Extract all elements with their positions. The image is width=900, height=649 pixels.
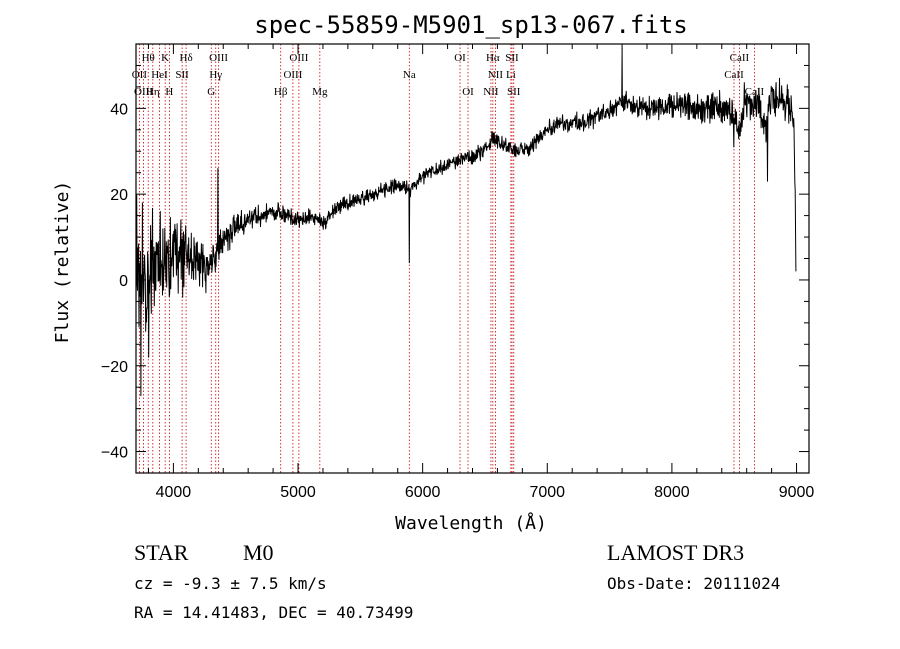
- line-label-1: K: [161, 52, 169, 64]
- line-label-4: OIII: [289, 52, 308, 64]
- x-tick-label: 7000: [529, 484, 565, 501]
- line-label-18: OIII: [134, 86, 153, 98]
- line-label-3: OIII: [209, 52, 228, 64]
- emission-line-markers: [138, 44, 755, 473]
- y-axis-label: Flux (relative): [52, 181, 73, 344]
- line-label-14: Na: [403, 69, 416, 81]
- line-label-25: NII: [483, 86, 499, 98]
- line-label-21: G: [207, 86, 215, 98]
- line-label-22: Hβ: [274, 86, 288, 98]
- line-label-5: OI: [454, 52, 466, 64]
- line-label-17: CaII: [724, 69, 744, 81]
- x-tick-label: 6000: [405, 484, 441, 501]
- line-label-24: OI: [462, 86, 474, 98]
- y-tick-label: 0: [119, 273, 128, 290]
- line-label-11: SII: [175, 69, 189, 81]
- axis-ticks: [136, 44, 809, 473]
- object-class: STAR: [134, 540, 189, 565]
- emission-line-labels: Hθ K Hδ OIII OIII OI Hα SII CaII OII HeI SII Hγ OIII N…: [132, 52, 765, 98]
- line-label-13: OIII: [283, 69, 302, 81]
- line-label-2: Hδ: [180, 52, 193, 64]
- y-tick-label: 40: [110, 101, 128, 118]
- line-label-27: CaII: [745, 86, 765, 98]
- y-tick-label: 20: [110, 187, 128, 204]
- line-label-7: SII: [505, 52, 519, 64]
- line-label-12: Hγ: [209, 69, 222, 81]
- line-label-20: H: [165, 86, 173, 98]
- line-label-19: Hη: [146, 86, 160, 98]
- chart-title: spec-55859-M5901_sp13-067.fits: [254, 11, 687, 39]
- line-label-9: OII: [132, 69, 148, 81]
- observation-date: Obs-Date: 20111024: [607, 574, 781, 593]
- y-tick-label: −20: [101, 359, 128, 376]
- x-tick-label: 9000: [779, 484, 815, 501]
- redshift-cz: cz = -9.3 ± 7.5 km/s: [134, 574, 327, 593]
- x-tick-label: 8000: [654, 484, 690, 501]
- line-label-8: CaII: [730, 52, 750, 64]
- spectrum-line: [135, 47, 797, 397]
- line-label-26: SII: [507, 86, 521, 98]
- line-label-0: Hθ: [142, 52, 155, 64]
- x-tick-label: 5000: [280, 484, 316, 501]
- line-label-23: Mg: [312, 86, 328, 98]
- x-tick-label: 4000: [156, 484, 192, 501]
- spectrum-plot: spec-55859-M5901_sp13-067.fits Wavelengt…: [52, 11, 815, 534]
- axis-tick-labels: 4000 5000 6000 7000 8000 9000 −40 −20 0 20 40: [101, 101, 815, 501]
- y-tick-label: −40: [101, 445, 128, 462]
- survey-name: LAMOST DR3: [607, 540, 745, 565]
- object-subclass: M0: [243, 540, 274, 565]
- line-label-15: NII: [488, 69, 504, 81]
- plot-frame: [135, 43, 810, 474]
- line-label-6: Hα: [486, 52, 500, 64]
- x-axis-label: Wavelength (Å): [395, 512, 547, 534]
- ra-dec-coordinates: RA = 14.41483, DEC = 40.73499: [134, 603, 414, 622]
- line-label-16: Li: [506, 69, 516, 81]
- line-label-10: HeI: [151, 69, 168, 81]
